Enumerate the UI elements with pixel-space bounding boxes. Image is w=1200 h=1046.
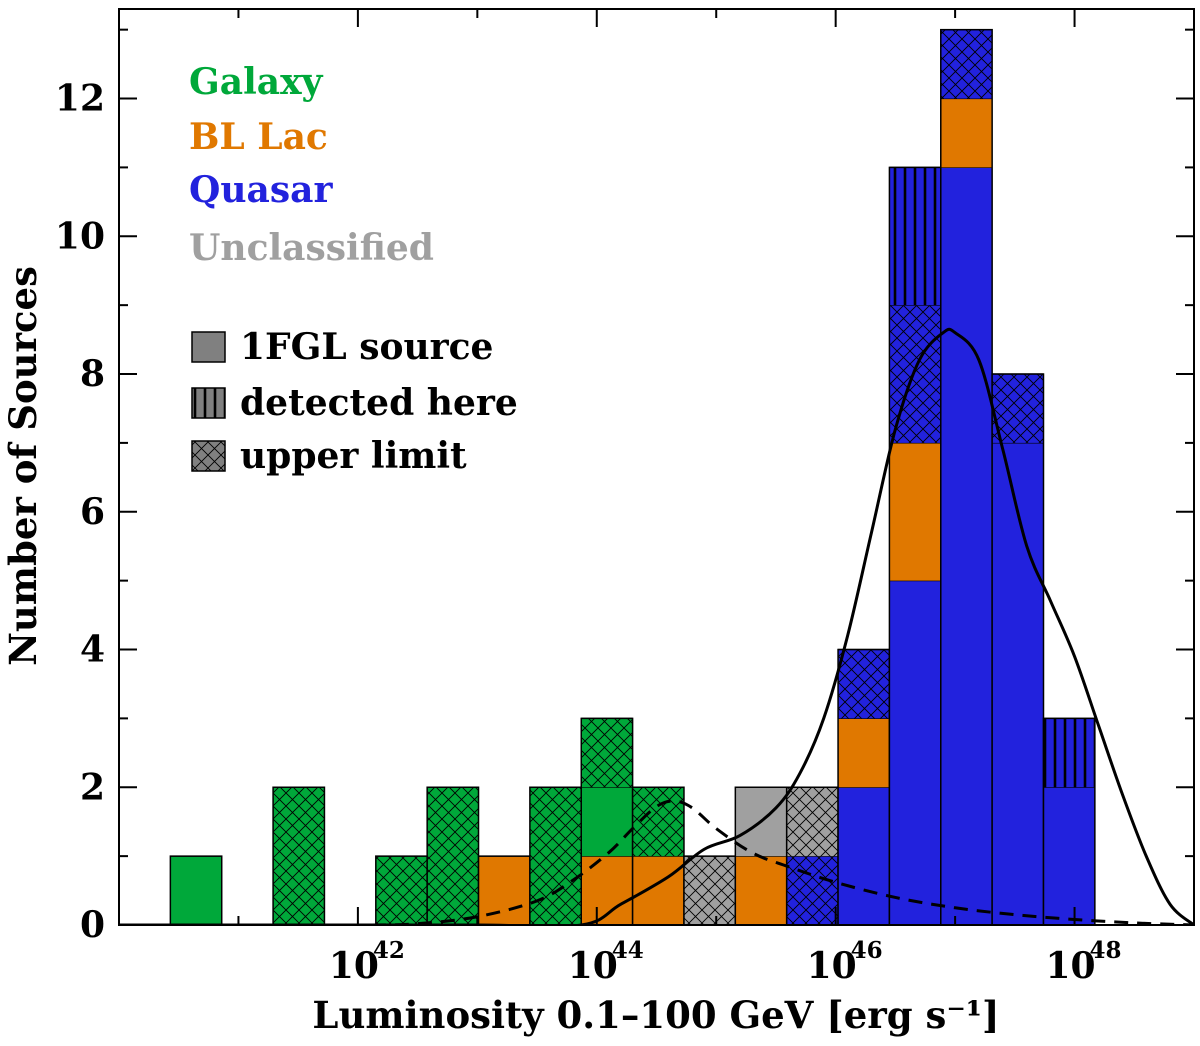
bar-13-quasar-upper-hatch (940, 29, 993, 99)
legend-swatch-source (192, 332, 225, 362)
x-tick-label-exp-44: 44 (612, 937, 644, 964)
bar-14-quasar-upper-hatch (992, 374, 1044, 443)
curve-dashed (119, 799, 1194, 925)
bar-10-quasar-upper-hatch (786, 856, 839, 925)
legend-class-unclassified: Unclassified (189, 227, 434, 269)
bar-13-quasar-source (940, 167, 993, 925)
bar-13-bllac-source (940, 98, 993, 168)
legend-swatch-upper-hatch (192, 441, 225, 471)
bar-5-galaxy-upper-hatch (529, 787, 582, 925)
bar-6-galaxy-upper-hatch (581, 718, 633, 788)
curve-solid (119, 327, 1194, 925)
legend-class-quasar: Quasar (189, 169, 333, 211)
bar-10-unclassified-upper-hatch (786, 787, 839, 857)
bar-8-unclassified-upper-hatch (683, 856, 736, 925)
bar-0-galaxy-source (170, 856, 222, 925)
bar-11-bllac-source (838, 718, 890, 788)
bar-12-quasar-detected-stripes (889, 167, 941, 306)
x-tick-label-exp-46: 46 (851, 937, 883, 964)
bar-12-bllac-source (889, 442, 941, 581)
x-tick-label-exp-42: 42 (373, 937, 405, 964)
bar-7-galaxy-upper-hatch (632, 787, 684, 857)
legend-swatch-detected-stripes (192, 388, 225, 418)
y-tick-label-4: 4 (80, 629, 105, 671)
legend-class-galaxy: Galaxy (189, 61, 324, 103)
bars-layer (169, 28, 1096, 925)
y-tick-label-0: 0 (80, 904, 105, 946)
bar-12-quasar-source (889, 580, 941, 925)
curves-layer (119, 327, 1194, 925)
legend-label-source: 1FGL source (240, 326, 493, 368)
legend-label-upper: upper limit (240, 435, 467, 477)
bar-1-galaxy-upper-hatch (273, 787, 325, 925)
x-axis-label: Luminosity 0.1–100 GeV [erg s⁻¹] (312, 993, 999, 1037)
x-tick-label-42: 10 (329, 945, 379, 987)
legend-class-bllac: BL Lac (189, 116, 328, 158)
legend-swatch-detected-border (191, 387, 226, 419)
bar-15-quasar-source (1043, 787, 1095, 925)
plot-frame (118, 8, 1195, 926)
x-tick-label-46: 10 (807, 945, 857, 987)
y-tick-label-12: 12 (55, 78, 105, 120)
bar-9-bllac-source (735, 856, 787, 925)
y-tick-label-6: 6 (80, 491, 105, 533)
bar-15-quasar-detected-stripes (1043, 718, 1095, 788)
x-tick-label-48: 10 (1046, 945, 1096, 987)
x-tick-label-44: 10 (568, 945, 618, 987)
bar-11-quasar-source (838, 787, 890, 925)
x-tick-label-exp-48: 48 (1090, 937, 1122, 964)
y-tick-label-10: 10 (55, 215, 105, 257)
bar-2-galaxy-upper-hatch (375, 856, 428, 925)
y-tick-label-8: 8 (80, 353, 105, 395)
bar-14-quasar-source (992, 442, 1044, 925)
legend-swatch-source-border (191, 331, 226, 363)
bar-3-galaxy-upper-hatch (427, 787, 479, 925)
y-tick-label-2: 2 (80, 766, 105, 808)
legend-swatch-upper-border (191, 440, 226, 472)
bar-6-galaxy-source (581, 787, 633, 857)
legend-label-detected: detected here (240, 382, 518, 424)
y-axis-label: Number of Sources (1, 266, 45, 666)
bar-15-outline (1042, 717, 1096, 925)
bar-11-quasar-upper-hatch (838, 649, 890, 719)
legend-layer: Galaxy BL Lac Quasar Unclassified 1FGL sourc… (189, 61, 518, 477)
bar-7-bllac-source (632, 856, 684, 925)
